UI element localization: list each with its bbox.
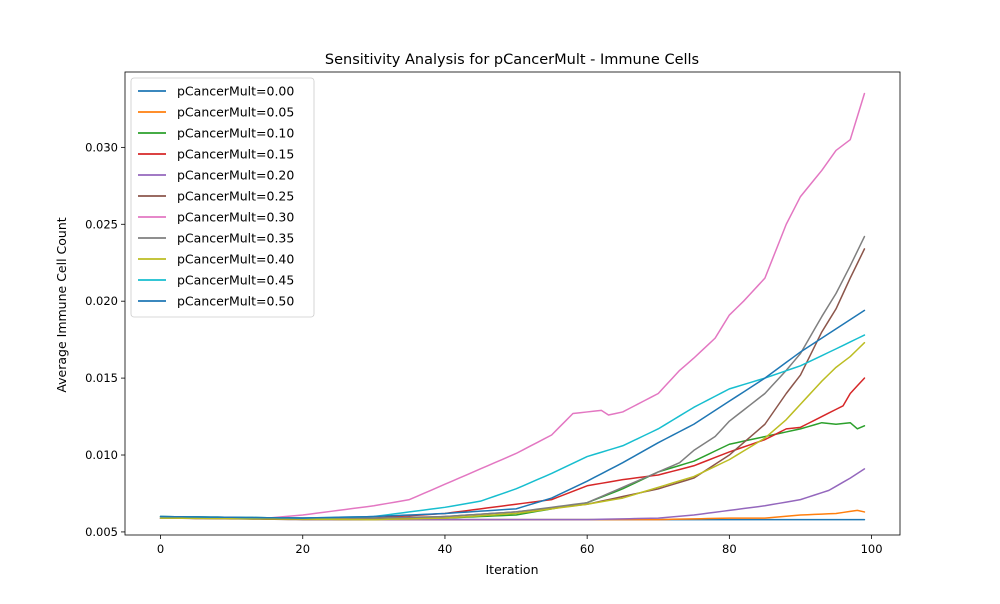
y-tick-label: 0.025 bbox=[85, 217, 118, 231]
axes-layer: 0 20 40 60 80 100 0.005 0.010 0.015 0.020 0.025 0.0… bbox=[85, 71, 901, 556]
y-tick-label: 0.005 bbox=[85, 525, 118, 539]
plot-frame bbox=[124, 71, 901, 536]
y-tick-label: 0.010 bbox=[85, 448, 118, 462]
legend-label-6: pCancerMult=0.30 bbox=[177, 210, 294, 225]
legend-box bbox=[130, 77, 315, 318]
legend: pCancerMult=0.00 pCancerMult=0.05 pCancerM… bbox=[130, 77, 315, 318]
x-tick-label: 60 bbox=[580, 542, 595, 556]
series-line-10 bbox=[159, 309, 866, 519]
chart-title: Sensitivity Analysis for pCancerMult - I… bbox=[325, 52, 699, 68]
legend-label-9: pCancerMult=0.45 bbox=[177, 273, 294, 288]
y-tick-label: 0.020 bbox=[85, 294, 118, 308]
y-tick-label: 0.030 bbox=[85, 140, 118, 154]
x-tick-label: 80 bbox=[722, 542, 737, 556]
series-line-9 bbox=[159, 334, 866, 519]
legend-label-2: pCancerMult=0.10 bbox=[177, 126, 294, 141]
legend-label-1: pCancerMult=0.05 bbox=[177, 105, 294, 120]
legend-label-4: pCancerMult=0.20 bbox=[177, 168, 294, 183]
x-tick-label: 100 bbox=[861, 542, 883, 556]
legend-label-8: pCancerMult=0.40 bbox=[177, 252, 294, 267]
series-line-2 bbox=[159, 421, 866, 519]
legend-label-0: pCancerMult=0.00 bbox=[177, 84, 294, 99]
legend-label-7: pCancerMult=0.35 bbox=[177, 231, 294, 246]
series-layer bbox=[159, 92, 866, 521]
x-axis-label: Iteration bbox=[485, 562, 538, 577]
x-tick-label: 40 bbox=[438, 542, 453, 556]
y-tick-label: 0.015 bbox=[85, 371, 118, 385]
x-tick-label: 0 bbox=[157, 542, 164, 556]
series-line-8 bbox=[159, 341, 866, 521]
x-tick-label: 20 bbox=[295, 542, 310, 556]
legend-label-3: pCancerMult=0.15 bbox=[177, 147, 294, 162]
legend-label-10: pCancerMult=0.50 bbox=[177, 294, 294, 309]
legend-label-5: pCancerMult=0.25 bbox=[177, 189, 294, 204]
y-axis-label: Average Immune Cell Count bbox=[54, 217, 69, 392]
